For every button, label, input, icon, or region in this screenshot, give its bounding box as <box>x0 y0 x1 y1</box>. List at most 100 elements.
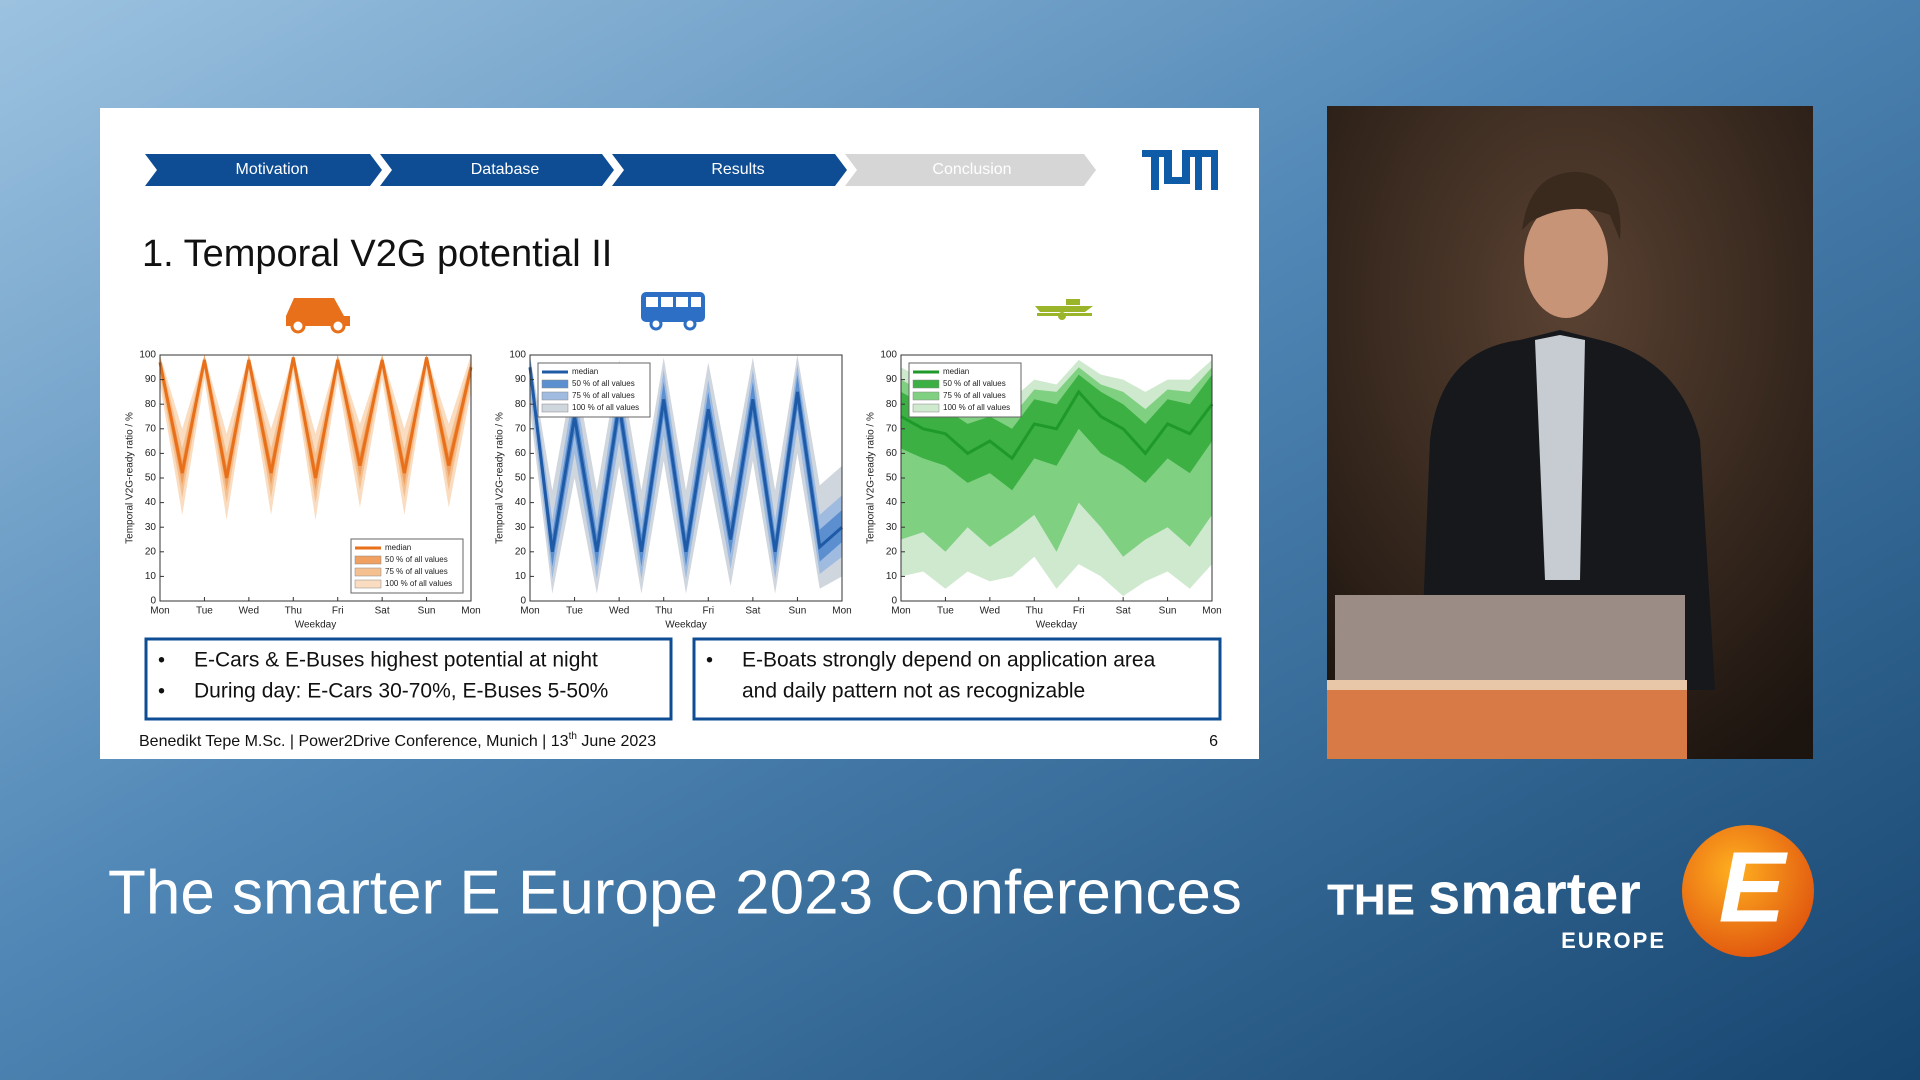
legend-swatch <box>912 403 940 413</box>
bullet-mark: • <box>158 649 165 671</box>
logo-the: THE <box>1327 876 1415 925</box>
median-line <box>158 357 473 479</box>
y-tick-label: 10 <box>886 571 898 582</box>
footer-text: Benedikt Tepe M.Sc. | Power2Drive Confer… <box>139 733 569 750</box>
logo-e: E <box>1719 831 1789 943</box>
y-tick-label: 70 <box>886 423 898 434</box>
x-axis-label: Weekday <box>1036 620 1078 631</box>
legend-label: median <box>572 367 598 376</box>
legend-label: 75 % of all values <box>385 567 448 576</box>
y-tick-label: 10 <box>515 571 527 582</box>
bullet-mark: • <box>706 649 713 671</box>
y-tick-label: 90 <box>145 374 157 385</box>
x-tick-label: Fri <box>1073 606 1085 617</box>
y-tick-label: 30 <box>515 522 527 533</box>
nav-bar: Motivation Database Results Conclusion <box>145 154 1096 186</box>
x-tick-label: Mon <box>150 606 169 617</box>
legend: median 50 % of all values 75 % of all valu… <box>537 362 651 418</box>
legend-swatch <box>912 391 940 401</box>
y-tick-label: 90 <box>886 374 898 385</box>
legend-label: 75 % of all values <box>572 391 635 400</box>
legend-label: median <box>385 543 411 552</box>
x-axis-label: Weekday <box>295 620 337 631</box>
chart: 0 10 20 30 40 50 60 70 80 90 100 Mon Tue Wed Thu Fri Sat… <box>495 350 852 631</box>
y-tick-label: 60 <box>886 448 898 459</box>
x-tick-label: Tue <box>196 606 213 617</box>
band <box>530 355 842 579</box>
y-tick-label: 50 <box>145 473 157 484</box>
x-tick-label: Sat <box>1116 606 1131 617</box>
legend-swatch <box>541 379 569 389</box>
y-tick-label: 80 <box>886 399 898 410</box>
y-tick-label: 60 <box>515 448 527 459</box>
legend-swatch <box>354 579 382 589</box>
tum-logo <box>1142 150 1218 190</box>
x-axis-label: Weekday <box>665 620 707 631</box>
legend-label: 100 % of all values <box>943 403 1010 412</box>
note-box <box>692 637 1222 721</box>
y-tick-label: 100 <box>509 350 526 361</box>
y-tick-label: 90 <box>515 374 527 385</box>
chart: 0 10 20 30 40 50 60 70 80 90 100 Mon Tue Wed Thu Fri Sat… <box>125 350 481 631</box>
y-tick-label: 0 <box>150 596 156 607</box>
x-tick-label: Sun <box>418 606 436 617</box>
brand-logo: THE smarter EUROPE E <box>1327 825 1814 957</box>
nav-label: Conclusion <box>932 161 1011 178</box>
legend-swatch <box>541 403 569 413</box>
boat-icon <box>1035 299 1093 320</box>
x-tick-label: Sat <box>745 606 760 617</box>
logo-smarter: smarter <box>1428 861 1641 926</box>
x-tick-label: Wed <box>980 606 1000 617</box>
x-tick-label: Tue <box>566 606 583 617</box>
median-line <box>528 367 843 553</box>
band <box>901 374 1212 491</box>
footer-text: June 2023 <box>577 733 656 750</box>
x-tick-label: Sun <box>789 606 807 617</box>
y-tick-label: 30 <box>145 522 157 533</box>
footer: Benedikt Tepe M.Sc. | Power2Drive Confer… <box>139 731 656 751</box>
y-tick-label: 100 <box>139 350 156 361</box>
bullet-text: E-Cars & E-Buses highest potential at ni… <box>194 649 598 672</box>
y-tick-label: 20 <box>145 546 157 557</box>
nav-label: Database <box>471 161 540 178</box>
x-tick-label: Fri <box>702 606 714 617</box>
nav-label: Results <box>711 161 764 178</box>
y-tick-label: 0 <box>891 596 897 607</box>
y-tick-label: 80 <box>515 399 527 410</box>
logo-circle <box>1682 825 1814 957</box>
y-tick-label: 20 <box>886 546 898 557</box>
legend: median 50 % of all values 75 % of all valu… <box>350 538 464 594</box>
y-tick-label: 100 <box>880 350 897 361</box>
x-tick-label: Mon <box>891 606 910 617</box>
speaker-video <box>1327 106 1813 759</box>
x-tick-label: Mon <box>832 606 851 617</box>
y-tick-label: 80 <box>145 399 157 410</box>
bus-icon <box>641 292 705 331</box>
y-tick-label: 50 <box>886 473 898 484</box>
legend-swatch <box>354 567 382 577</box>
legend-label: 100 % of all values <box>385 579 452 588</box>
y-tick-label: 30 <box>886 522 898 533</box>
x-tick-label: Wed <box>609 606 629 617</box>
legend-swatch <box>354 555 382 565</box>
band <box>160 355 471 520</box>
x-tick-label: Thu <box>1026 606 1043 617</box>
bullet-text: During day: E-Cars 30-70%, E-Buses 5-50% <box>194 680 608 703</box>
x-tick-label: Sat <box>375 606 390 617</box>
legend-label: 100 % of all values <box>572 403 639 412</box>
legend-swatch <box>912 379 940 389</box>
y-tick-label: 50 <box>515 473 527 484</box>
logo-europe: EUROPE <box>1561 928 1666 953</box>
legend-label: 50 % of all values <box>385 555 448 564</box>
car-icon <box>286 298 350 334</box>
bullet-text: E-Boats strongly depend on application a… <box>742 649 1156 672</box>
bullet-text: and daily pattern not as recognizable <box>742 680 1085 703</box>
chart: 0 10 20 30 40 50 60 70 80 90 100 Mon Tue Wed Thu Fri Sat… <box>866 350 1222 631</box>
x-tick-label: Fri <box>332 606 344 617</box>
y-tick-label: 60 <box>145 448 157 459</box>
y-tick-label: 20 <box>515 546 527 557</box>
note-box <box>144 637 673 721</box>
x-tick-label: Thu <box>655 606 672 617</box>
y-tick-label: 10 <box>145 571 157 582</box>
